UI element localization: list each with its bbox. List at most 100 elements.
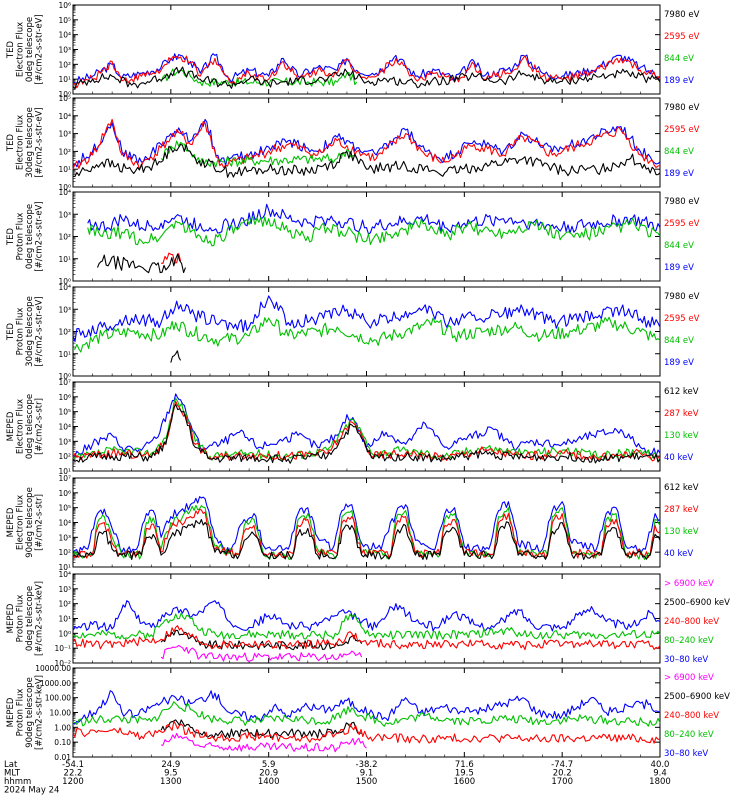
y-tick-label: 10¹ — [58, 615, 71, 624]
y-tick-label: 10⁴ — [58, 423, 71, 432]
panel-meped-electron-90deg: 10¹ 10² 10³ 10⁴ 10⁵ 10⁶ 10⁷ MEPED Electron Flux 9… — [6, 474, 699, 572]
y-tick-label: 0.01 — [54, 753, 71, 762]
series-line — [161, 732, 367, 753]
y-axis-label: MEPED — [6, 507, 16, 537]
legend-entry: 130 keV — [664, 527, 699, 537]
y-tick-label: 10³ — [58, 46, 71, 55]
legend-entry: 612 keV — [664, 483, 699, 493]
y-tick-label: 1000.00 — [40, 679, 71, 688]
y-tick-label: 10³ — [58, 437, 71, 446]
legend-entry: 40 keV — [664, 453, 693, 463]
y-axis-label: [#/cm2-s-str-eV] — [35, 201, 45, 271]
orbit-tick-label: -74.7 — [551, 760, 573, 770]
y-tick-label: 10⁴ — [58, 188, 71, 197]
orbit-tick-label: 71.6 — [455, 760, 474, 770]
legend-entry: 2595 eV — [664, 314, 700, 324]
y-axis-label: [#/cm2-s-str] — [35, 494, 45, 551]
series-line — [72, 625, 661, 651]
y-tick-label: 10⁶ — [58, 1, 71, 10]
orbit-tick-label: 9.5 — [164, 769, 178, 779]
panel-ted-electron-30deg: 10⁰ 10¹ 10² 10³ 10⁴ 10⁵ TED Electron Flux 30deg … — [6, 94, 700, 192]
orbit-tick-label: 1300 — [160, 777, 182, 787]
series-line — [72, 403, 661, 464]
legend-entry: > 6900 keV — [664, 579, 714, 589]
y-axis-label: TED — [6, 40, 16, 59]
y-axis-label: [#/cm2-s-str-keV] — [35, 675, 45, 750]
y-tick-label: 10⁰ — [58, 372, 71, 381]
series-line — [72, 612, 661, 640]
y-axis-label: [#/cm2-s-str-eV] — [35, 107, 45, 177]
series-line — [72, 143, 661, 178]
y-tick-label: 10⁴ — [58, 519, 71, 528]
orbit-tick-label: 1200 — [62, 777, 84, 787]
y-tick-label: 10⁰ — [58, 183, 71, 192]
orbit-tick-label: 9.4 — [653, 769, 667, 779]
orbit-tick-label: 22.2 — [64, 769, 83, 779]
legend-entry: 80–240 keV — [664, 730, 714, 740]
legend-entry: 2595 eV — [664, 32, 700, 42]
y-tick-label: 10⁴ — [58, 31, 71, 40]
y-tick-label: 10⁵ — [58, 16, 71, 25]
y-tick-label: 10⁴ — [58, 283, 71, 292]
series-line — [72, 55, 661, 89]
y-tick-label: 10⁶ — [58, 489, 71, 498]
series-line — [72, 295, 661, 343]
y-tick-label: 10⁷ — [58, 474, 71, 483]
y-axis-label: [#/cm2-s-str] — [35, 398, 45, 455]
series-line — [72, 701, 661, 727]
y-tick-label: 10¹ — [58, 563, 71, 572]
orbit-tick-label: 1400 — [258, 777, 280, 787]
legend-entry: 189 eV — [664, 263, 694, 273]
orbit-row-label: hhmm — [4, 777, 31, 787]
y-axis-label: MEPED — [6, 411, 16, 441]
series-line — [72, 397, 661, 462]
legend-entry: 844 eV — [664, 336, 694, 346]
y-axis-label: Proton Flux — [16, 595, 26, 643]
panel-meped-electron-0deg: 10¹ 10² 10³ 10⁴ 10⁵ 10⁶ 10⁷ MEPED Electron Flux 0… — [6, 378, 699, 476]
y-axis-label: Electron Flux — [16, 399, 26, 454]
y-tick-label: 1.00 — [54, 723, 71, 732]
panel-ted-proton-0deg: 10⁰ 10¹ 10² 10³ 10⁴ TED Proton Flux 0deg telesc… — [6, 188, 700, 286]
y-axis-label: TED — [6, 133, 16, 152]
series-line — [72, 720, 661, 744]
orbit-tick-label: 1500 — [356, 777, 378, 787]
y-tick-label: 10¹ — [58, 467, 71, 476]
y-axis-label: Electron Flux — [16, 22, 26, 77]
panel-frame — [72, 97, 661, 188]
y-tick-label: 10² — [58, 233, 71, 242]
series-line — [72, 504, 661, 561]
legend-entry: 130 keV — [664, 431, 699, 441]
legend-entry: 612 keV — [664, 387, 699, 397]
y-tick-label: 10⁵ — [58, 504, 71, 513]
series-line — [72, 66, 661, 90]
y-tick-label: 10³ — [58, 130, 71, 139]
panel-meped-proton-90deg: 0.01 0.10 1.00 10.00 100.00 1000.00 10000.00 ME… — [6, 664, 730, 762]
y-tick-label: 10² — [58, 328, 71, 337]
y-axis-label: Electron Flux — [16, 495, 26, 550]
y-axis-label: 0deg telescope — [25, 586, 35, 651]
orbit-row-label: MLT — [4, 769, 21, 779]
y-tick-label: 10⁵ — [58, 408, 71, 417]
series-line — [170, 350, 182, 363]
orbit-tick-label: 40.0 — [651, 760, 670, 770]
y-tick-label: 10² — [58, 452, 71, 461]
legend-entry: 7980 eV — [664, 103, 700, 113]
series-line — [160, 719, 362, 739]
panel-ted-electron-0deg: 10⁰ 10¹ 10² 10³ 10⁴ 10⁵ 10⁶ TED Electron Flux 0de… — [6, 1, 700, 99]
series-line — [160, 140, 358, 168]
y-tick-label: 10000.00 — [35, 664, 71, 673]
y-tick-label: 10⁰ — [58, 277, 71, 286]
y-axis-label: Proton Flux — [16, 689, 26, 737]
series-line — [161, 252, 182, 264]
series-line — [160, 629, 363, 651]
y-tick-label: 10³ — [58, 210, 71, 219]
y-tick-label: 10¹ — [58, 350, 71, 359]
y-tick-label: 10⁵ — [58, 94, 71, 103]
series-line — [160, 68, 358, 87]
y-tick-label: 10² — [58, 147, 71, 156]
y-axis-label: Proton Flux — [16, 213, 26, 261]
orbit-row-label: Lat — [4, 760, 18, 770]
orbit-tick-label: 5.9 — [262, 760, 276, 770]
legend-entry: 844 eV — [664, 241, 694, 251]
y-tick-label: 10⁰ — [58, 90, 71, 99]
